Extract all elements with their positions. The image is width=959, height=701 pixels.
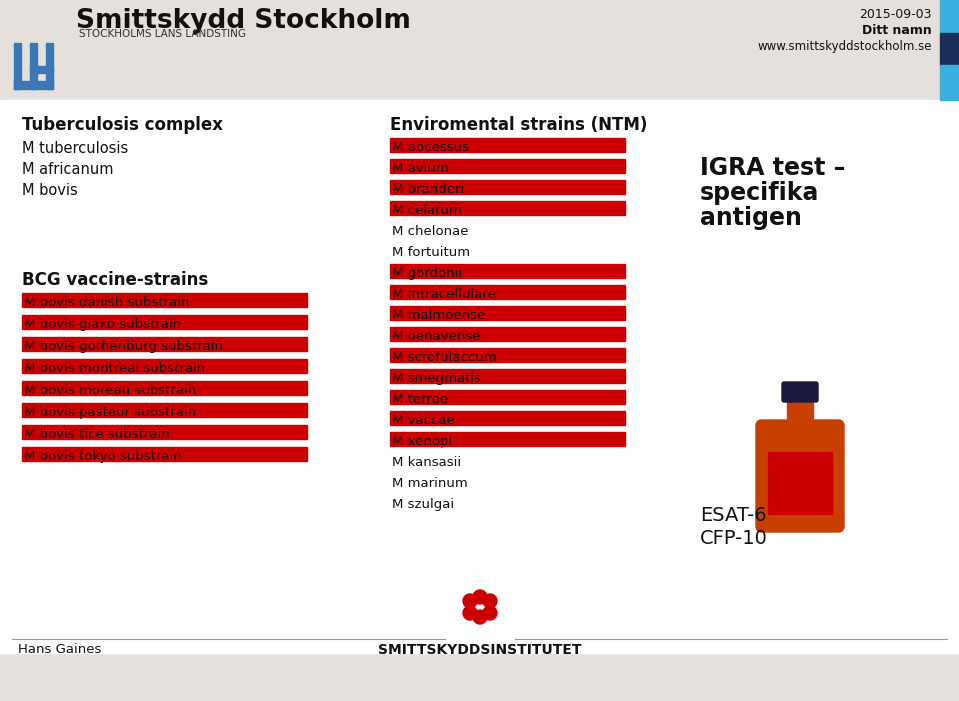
Text: M marinum: M marinum [392, 477, 468, 490]
Text: M bovis glaxo substrain: M bovis glaxo substrain [24, 318, 181, 331]
Text: M bovis tokyo substrain: M bovis tokyo substrain [24, 450, 182, 463]
Circle shape [463, 594, 477, 608]
Bar [14, 43, 21, 89]
Text: M szulgai: M szulgai [392, 498, 455, 511]
Text: 2015-09-03: 2015-09-03 [859, 8, 932, 21]
Bar [390, 369, 625, 383]
Bar [46, 43, 53, 89]
Bar [390, 390, 625, 404]
Circle shape [463, 606, 477, 620]
Bar [390, 201, 625, 215]
Text: Ditt namn: Ditt namn [862, 24, 932, 37]
Text: M abcessus: M abcessus [392, 141, 469, 154]
Bar [390, 327, 625, 341]
Bar [390, 306, 625, 320]
Text: M malmoense: M malmoense [392, 309, 485, 322]
Bar [390, 285, 625, 299]
Text: BCG vaccine-strains: BCG vaccine-strains [22, 271, 208, 289]
Bar [940, 65, 959, 100]
Text: M chelonae: M chelonae [392, 225, 469, 238]
FancyBboxPatch shape [782, 382, 818, 402]
Bar [0, 100, 959, 653]
Text: M oenavense: M oenavense [392, 330, 480, 343]
Text: M smegmatis: M smegmatis [392, 372, 481, 385]
Text: M avium: M avium [392, 162, 449, 175]
Text: specifika: specifika [700, 181, 819, 205]
Bar [14, 81, 53, 89]
Bar [22, 381, 307, 395]
Text: www.smittskyddstockholm.se: www.smittskyddstockholm.se [758, 40, 932, 53]
Text: M vaccae: M vaccae [392, 414, 455, 427]
Text: STOCKHOLMS LÄNS LANDSTING: STOCKHOLMS LÄNS LANDSTING [79, 29, 246, 39]
Text: Tuberculosis complex: Tuberculosis complex [22, 116, 223, 134]
Bar [787, 398, 813, 426]
Bar [22, 447, 307, 461]
Text: M bovis montreal substrain: M bovis montreal substrain [24, 362, 205, 375]
Text: M tuberculosis: M tuberculosis [22, 141, 129, 156]
Circle shape [473, 610, 487, 624]
Circle shape [483, 594, 497, 608]
Text: SMITTSKYDDSINSTITUTET: SMITTSKYDDSINSTITUTET [378, 643, 582, 657]
Bar [390, 432, 625, 446]
Bar [0, 0, 959, 100]
Text: Enviromental strains (NTM): Enviromental strains (NTM) [390, 116, 647, 134]
Bar [30, 43, 37, 89]
Bar [22, 425, 307, 439]
Text: M gordonii: M gordonii [392, 267, 462, 280]
Text: M bovis danish substrain: M bovis danish substrain [24, 296, 189, 309]
Text: M bovis gothenburg substrain: M bovis gothenburg substrain [24, 340, 223, 353]
Text: M xenopi: M xenopi [392, 435, 453, 448]
Bar [390, 348, 625, 362]
Bar [22, 403, 307, 417]
Text: M bovis tice substrain: M bovis tice substrain [24, 428, 170, 441]
Text: Smittskydd Stockholm: Smittskydd Stockholm [76, 8, 410, 34]
Bar [390, 180, 625, 194]
Bar [390, 159, 625, 173]
Bar [22, 293, 307, 307]
Text: M branderi: M branderi [392, 183, 464, 196]
Bar [30, 66, 53, 73]
Bar [22, 359, 307, 373]
Text: M bovis: M bovis [22, 183, 78, 198]
Text: IGRA test –: IGRA test – [700, 156, 846, 180]
Bar [768, 452, 832, 514]
Text: M celatum: M celatum [392, 204, 461, 217]
Text: M africanum: M africanum [22, 162, 113, 177]
Text: M terrae: M terrae [392, 393, 448, 406]
Bar [940, 0, 959, 33]
Text: ESAT-6: ESAT-6 [700, 506, 766, 525]
Bar [390, 411, 625, 425]
Text: M kansasii: M kansasii [392, 456, 461, 469]
Bar [940, 33, 959, 65]
Text: Hans Gaines: Hans Gaines [18, 643, 102, 656]
Circle shape [473, 590, 487, 604]
Bar [22, 315, 307, 329]
Text: M scrofulaccum: M scrofulaccum [392, 351, 497, 364]
Text: antigen: antigen [700, 206, 802, 230]
Text: M intracellulare: M intracellulare [392, 288, 496, 301]
Bar [22, 337, 307, 351]
Text: M bovis pasteur substrain: M bovis pasteur substrain [24, 406, 197, 419]
Text: M bovis moreau substrain: M bovis moreau substrain [24, 384, 197, 397]
Circle shape [483, 606, 497, 620]
Text: M fortuitum: M fortuitum [392, 246, 470, 259]
Text: CFP-10: CFP-10 [700, 529, 768, 548]
FancyBboxPatch shape [756, 420, 844, 532]
Bar [390, 264, 625, 278]
Bar [390, 138, 625, 152]
